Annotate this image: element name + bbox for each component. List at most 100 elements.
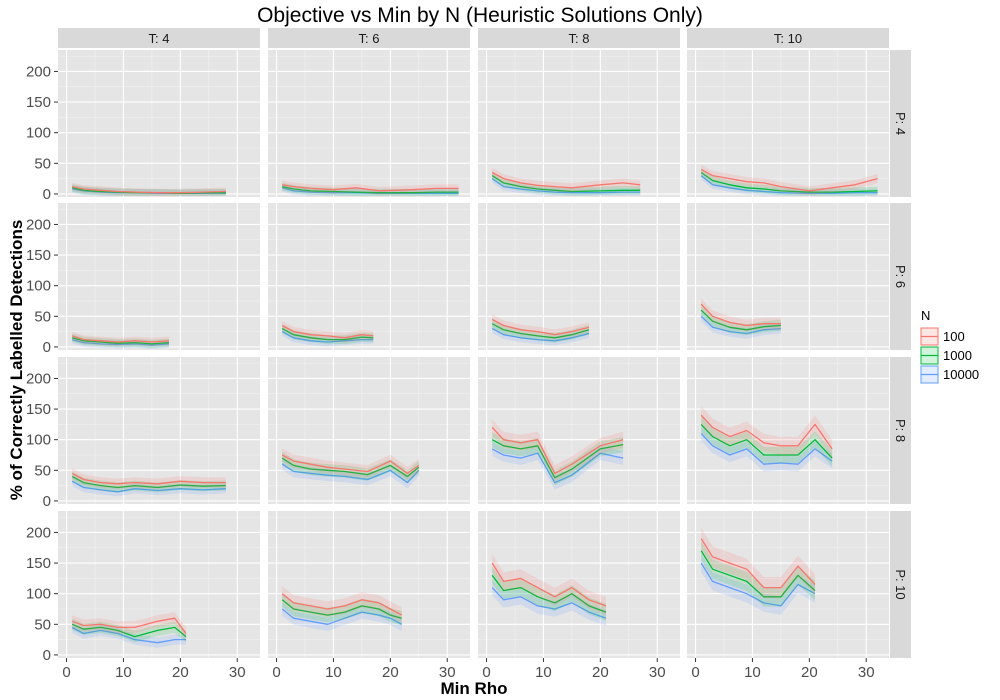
y-tick-label: 50 — [34, 308, 51, 325]
facet-panel — [58, 50, 260, 197]
x-tick-label: 10 — [744, 664, 761, 681]
panel-series — [281, 586, 403, 631]
axes: 0501001502000501001502000501001502000501… — [26, 63, 875, 681]
series-line-10000 — [71, 626, 186, 644]
y-tick-label: 0 — [43, 647, 51, 664]
series-line-1000 — [700, 309, 781, 331]
facet-panel — [478, 50, 680, 197]
column-strip — [58, 28, 260, 48]
series-line-1000 — [491, 175, 641, 193]
panel-background — [268, 50, 470, 197]
series-line-10000 — [71, 480, 226, 493]
row-strip-label: P: 6 — [893, 265, 908, 288]
series-ribbon-100 — [701, 298, 781, 332]
series-ribbon-1000 — [282, 592, 402, 626]
x-tick-label: 30 — [439, 664, 456, 681]
facet-panel — [478, 357, 680, 504]
series-ribbon-100 — [72, 612, 186, 640]
legend-label: 100 — [943, 329, 965, 344]
panel-background — [478, 50, 680, 197]
row-strip-label: P: 4 — [893, 112, 908, 135]
series-ribbon-10000 — [282, 602, 402, 631]
panel-background — [268, 203, 470, 350]
series-line-100 — [700, 538, 816, 589]
panel-background — [478, 511, 680, 658]
y-tick-label: 150 — [26, 94, 51, 111]
y-tick-label: 100 — [26, 432, 51, 449]
panel-background — [58, 50, 260, 197]
panel-background — [58, 357, 260, 504]
legend-item: 10000 — [920, 365, 979, 384]
series-line-1000 — [281, 457, 420, 478]
series-line-10000 — [491, 328, 590, 342]
x-axis-title: Min Rho — [440, 679, 507, 698]
x-tick-label: 30 — [858, 664, 875, 681]
y-tick-label: 150 — [26, 247, 51, 264]
series-ribbon-10000 — [492, 442, 624, 490]
legend-label: 1000 — [943, 348, 972, 363]
series-ribbon-100 — [492, 419, 624, 482]
series-line-10000 — [281, 608, 403, 625]
row-strip-label: P: 10 — [893, 569, 908, 599]
series-line-100 — [71, 617, 187, 634]
column-strip — [268, 28, 470, 48]
facet-panel — [268, 203, 470, 350]
facet-panel — [58, 511, 260, 658]
series-ribbon-1000 — [701, 168, 878, 196]
panel-series — [491, 167, 641, 196]
series-line-1000 — [282, 185, 459, 194]
series-line-100 — [72, 185, 226, 194]
panel-background — [268, 511, 470, 658]
series-ribbon-1000 — [492, 432, 624, 486]
legend-label: 10000 — [943, 367, 979, 382]
series-line-100 — [71, 472, 226, 485]
facet-panel — [687, 50, 889, 197]
y-tick-label: 50 — [34, 155, 51, 172]
y-tick-label: 150 — [26, 401, 51, 418]
legend: N 100 1000 10000 — [920, 308, 979, 384]
series-ribbon-10000 — [701, 311, 781, 339]
panel-background — [478, 203, 680, 350]
y-tick-label: 50 — [34, 462, 51, 479]
series-line-10000 — [700, 562, 816, 607]
x-tick-label: 10 — [115, 664, 132, 681]
series-ribbon-100 — [282, 586, 402, 623]
column-strip-label: T: 6 — [359, 31, 380, 46]
panel-series — [281, 448, 420, 489]
facet-panels — [58, 50, 889, 658]
series-line-100 — [700, 414, 833, 450]
series-line-10000 — [491, 448, 624, 484]
panel-series — [491, 419, 624, 490]
y-axis-title: % of Correctly Labelled Detections — [7, 220, 26, 501]
series-line-100 — [491, 426, 624, 475]
series-ribbon-100 — [282, 448, 419, 480]
panel-background — [687, 357, 889, 504]
series-line-100 — [281, 454, 420, 475]
series-line-1000 — [491, 574, 607, 613]
series-line-10000 — [700, 315, 781, 335]
series-ribbon-100 — [492, 554, 606, 615]
panel-series — [282, 180, 459, 196]
row-strip — [890, 203, 911, 350]
series-line-10000 — [700, 433, 833, 465]
series-line-100 — [491, 318, 590, 336]
series-line-10000 — [281, 463, 420, 484]
series-line-100 — [700, 303, 781, 327]
panel-series — [700, 164, 878, 196]
series-line-100 — [491, 171, 641, 189]
x-tick-label: 30 — [229, 664, 246, 681]
panel-background — [687, 50, 889, 197]
series-line-100 — [71, 335, 170, 343]
row-strip — [890, 357, 911, 504]
facet-panel — [478, 511, 680, 658]
panel-background — [58, 203, 260, 350]
facet-panel — [687, 203, 889, 350]
series-ribbon-10000 — [701, 426, 833, 472]
facet-panel — [268, 50, 470, 197]
x-tick-label: 0 — [482, 664, 490, 681]
series-line-100 — [491, 562, 607, 607]
panel-series — [71, 468, 226, 497]
legend-item: 1000 — [920, 346, 972, 365]
facet-panel — [478, 203, 680, 350]
